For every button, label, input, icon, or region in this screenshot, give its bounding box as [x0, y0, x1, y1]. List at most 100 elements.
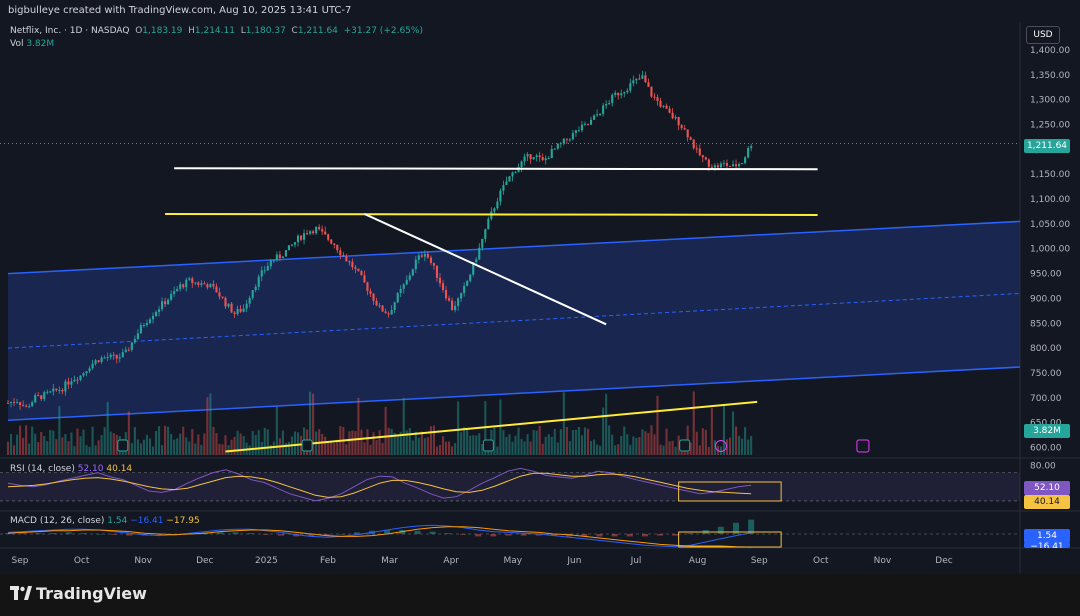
volume-bar	[614, 445, 617, 455]
candle-body	[245, 303, 248, 309]
price-tick-label: 1,050.00	[1030, 220, 1070, 230]
candle-body	[9, 401, 13, 403]
volume-bar	[82, 429, 85, 455]
candle-body	[686, 129, 689, 138]
time-tick-label: Apr	[443, 556, 459, 566]
macd-hist-bar	[626, 534, 633, 537]
volume-bar	[115, 434, 118, 455]
volume-bar	[444, 441, 448, 455]
volume-bar	[411, 440, 414, 455]
candle-body	[602, 105, 605, 114]
candle-body	[185, 279, 188, 288]
candle-body	[626, 90, 629, 93]
candle-body	[747, 148, 750, 158]
candle-body	[109, 354, 112, 358]
candle-body	[381, 305, 384, 312]
price-chart[interactable]: 600.00 650.00 700.00 750.00 800.00 850.00 900.…	[0, 0, 1080, 574]
rsi-legend: RSI (14, close) 52.10 40.14	[10, 464, 132, 474]
candle-body	[148, 319, 152, 324]
macd-hist-bar	[505, 534, 512, 536]
candle-body	[330, 239, 333, 244]
volume-bar	[354, 431, 357, 455]
currency-button[interactable]: USD	[1026, 26, 1060, 44]
volume-bar	[668, 441, 671, 455]
volume-bar	[170, 434, 173, 455]
volume-bar	[34, 433, 37, 455]
candle-body	[680, 125, 683, 129]
candle-body	[91, 363, 94, 369]
volume-bar	[429, 426, 432, 455]
candle-body	[76, 379, 79, 381]
volume-bar	[37, 442, 40, 455]
macd-hist-bar	[657, 534, 664, 536]
volume-bar	[79, 436, 82, 455]
candle-body	[40, 395, 43, 400]
candle-body	[342, 254, 345, 257]
volume-bar	[571, 429, 574, 455]
volume-bar	[284, 442, 287, 455]
macd-hist-bar	[596, 534, 603, 537]
volume-bar	[399, 431, 402, 455]
volume-bar	[592, 439, 596, 455]
volume-bar	[209, 393, 212, 455]
time-tick-label: Oct	[813, 556, 829, 566]
volume-bar	[133, 427, 136, 455]
volume-bar	[254, 434, 257, 455]
macd-signal-tag: −16.41	[1024, 542, 1070, 548]
volume-bar	[372, 432, 375, 455]
time-tick-label: 2025	[255, 556, 278, 566]
candle-body	[451, 300, 454, 311]
volume-bar	[731, 411, 735, 455]
volume-bar	[22, 437, 25, 455]
price-tick-label: 700.00	[1030, 394, 1062, 404]
candle-body	[154, 311, 158, 316]
volume-bar	[580, 435, 584, 455]
volume-bar	[541, 443, 544, 455]
candle-body	[544, 158, 547, 161]
candle-body	[236, 308, 239, 314]
candle-body	[188, 278, 191, 280]
volume-bar	[151, 446, 155, 455]
volume-bar	[378, 430, 381, 455]
candle-body	[496, 201, 499, 209]
volume-bar	[596, 444, 599, 455]
candle-body	[620, 93, 623, 96]
volume-bar	[31, 426, 34, 455]
candle-body	[438, 277, 442, 284]
symbol-title: Netflix, Inc. · 1D · NASDAQ	[10, 26, 130, 36]
volume-bar	[360, 429, 363, 455]
volume-bar	[520, 438, 523, 455]
volume-bar	[197, 434, 200, 455]
candle-body	[31, 402, 34, 407]
candle-body	[88, 368, 91, 372]
volume-bar	[351, 430, 354, 455]
volume-bar	[577, 427, 581, 455]
macd-highlight-box	[678, 531, 782, 548]
candle-body	[553, 148, 556, 150]
candle-body	[731, 164, 735, 167]
candle-body	[182, 284, 185, 288]
volume-bar	[173, 439, 176, 455]
volume-bar	[481, 443, 484, 455]
volume-bar	[662, 445, 665, 455]
candle-body	[466, 280, 469, 286]
price-tick-label: 900.00	[1030, 294, 1062, 304]
volume-bar	[650, 425, 653, 455]
volume-bar	[333, 443, 336, 455]
volume-bar	[324, 436, 327, 455]
candle-body	[707, 159, 710, 167]
candle-body	[233, 312, 236, 314]
candle-body	[750, 146, 753, 149]
volume-bar	[656, 395, 659, 455]
volume-tag: 3.82M	[1024, 424, 1070, 438]
candle-body	[565, 138, 568, 140]
macd-hist-bar	[459, 534, 466, 535]
macd-hist-bar	[247, 533, 254, 534]
candle-body	[435, 265, 439, 278]
volume-bar	[744, 427, 747, 455]
candle-body	[671, 112, 674, 119]
volume-bar	[511, 441, 514, 455]
volume-bar	[363, 442, 366, 455]
volume-bar	[565, 426, 568, 455]
time-tick-label: May	[503, 556, 522, 566]
